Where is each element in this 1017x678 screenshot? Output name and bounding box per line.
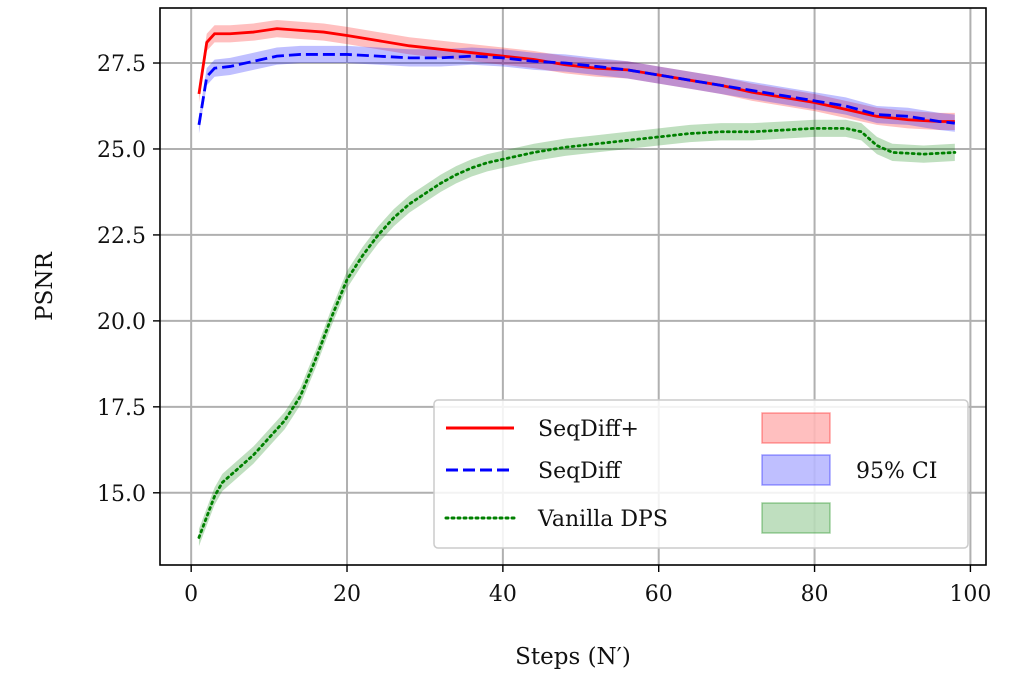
grid-lines <box>160 8 986 565</box>
y-tick-label: 17.5 <box>97 396 146 421</box>
legend-ci-label: 95% CI <box>856 459 937 484</box>
legend-ci-swatch-2 <box>761 502 831 534</box>
y-axis-ticks: 15.0 17.5 20.0 22.5 25.0 27.5 <box>97 52 160 507</box>
ci-band-series-0 <box>198 20 955 131</box>
legend-label-2: Vanilla DPS <box>537 507 668 532</box>
legend: SeqDiff+ SeqDiff Vanilla DPS 95% CI <box>433 399 969 549</box>
ci-band-series-1 <box>198 45 955 134</box>
y-axis-label: PSNR <box>32 251 58 320</box>
line-series-0 <box>197 27 955 123</box>
y-tick-label: 20.0 <box>97 310 146 335</box>
legend-label-1: SeqDiff <box>538 459 622 484</box>
line-series-1 <box>197 53 955 126</box>
y-tick-label: 25.0 <box>97 138 146 163</box>
x-tick-label: 100 <box>949 582 991 607</box>
y-tick-label: 22.5 <box>97 224 146 249</box>
legend-ci-swatch-0 <box>761 412 831 444</box>
x-tick-label: 20 <box>333 582 361 607</box>
confidence-bands <box>198 20 955 547</box>
legend-label-0: SeqDiff+ <box>538 417 639 442</box>
x-tick-label: 0 <box>184 582 198 607</box>
plot-frame <box>159 7 987 566</box>
ci-band-series-2 <box>198 119 955 547</box>
x-tick-label: 60 <box>645 582 673 607</box>
line-series-2 <box>197 126 957 539</box>
y-tick-label: 15.0 <box>97 482 146 507</box>
legend-ci-swatch-1 <box>761 454 831 486</box>
legend-box <box>433 399 969 549</box>
x-axis-label: Steps (N′) <box>515 644 631 670</box>
series-lines <box>197 27 957 539</box>
x-tick-label: 40 <box>489 582 517 607</box>
y-tick-label: 27.5 <box>97 52 146 77</box>
x-tick-label: 80 <box>801 582 829 607</box>
x-axis-ticks: 0 20 40 60 80 100 <box>184 565 991 607</box>
